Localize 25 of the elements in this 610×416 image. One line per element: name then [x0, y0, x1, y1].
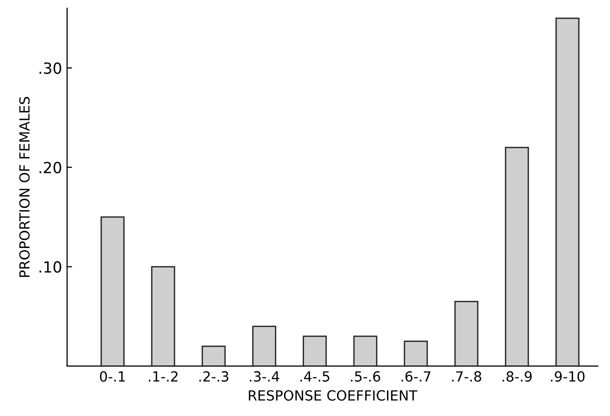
bar — [252, 326, 276, 366]
x-tick-label: .3-.4 — [250, 371, 280, 382]
y-tick-label: .30 — [40, 62, 62, 74]
bar — [100, 216, 125, 366]
x-tick-label: .4-.5 — [300, 371, 330, 382]
x-axis-title: RESPONSE COEFFICIENT — [248, 390, 418, 401]
x-tick-label: .9-10 — [550, 371, 585, 382]
x-tick-label: .1-.2 — [148, 371, 178, 382]
x-tick-label: .8-.9 — [502, 371, 532, 382]
x-tick-label: .5-.6 — [351, 371, 380, 382]
x-tick-label: .7-.8 — [452, 371, 482, 382]
bar — [504, 146, 529, 366]
bar — [454, 300, 478, 366]
bar — [555, 18, 580, 366]
y-tick-label: .20 — [40, 162, 62, 174]
x-tick-label: .2-.3 — [199, 371, 228, 382]
x-tick-label: 0-.1 — [100, 371, 125, 382]
bar — [404, 340, 428, 366]
bar — [353, 336, 378, 366]
bar — [151, 266, 176, 366]
y-tick-label: .10 — [40, 261, 62, 273]
y-axis-title: PROPORTION OF FEMALES — [19, 96, 30, 277]
x-tick-label: .6-.7 — [402, 371, 430, 382]
bar — [202, 346, 226, 366]
bar — [302, 336, 327, 366]
